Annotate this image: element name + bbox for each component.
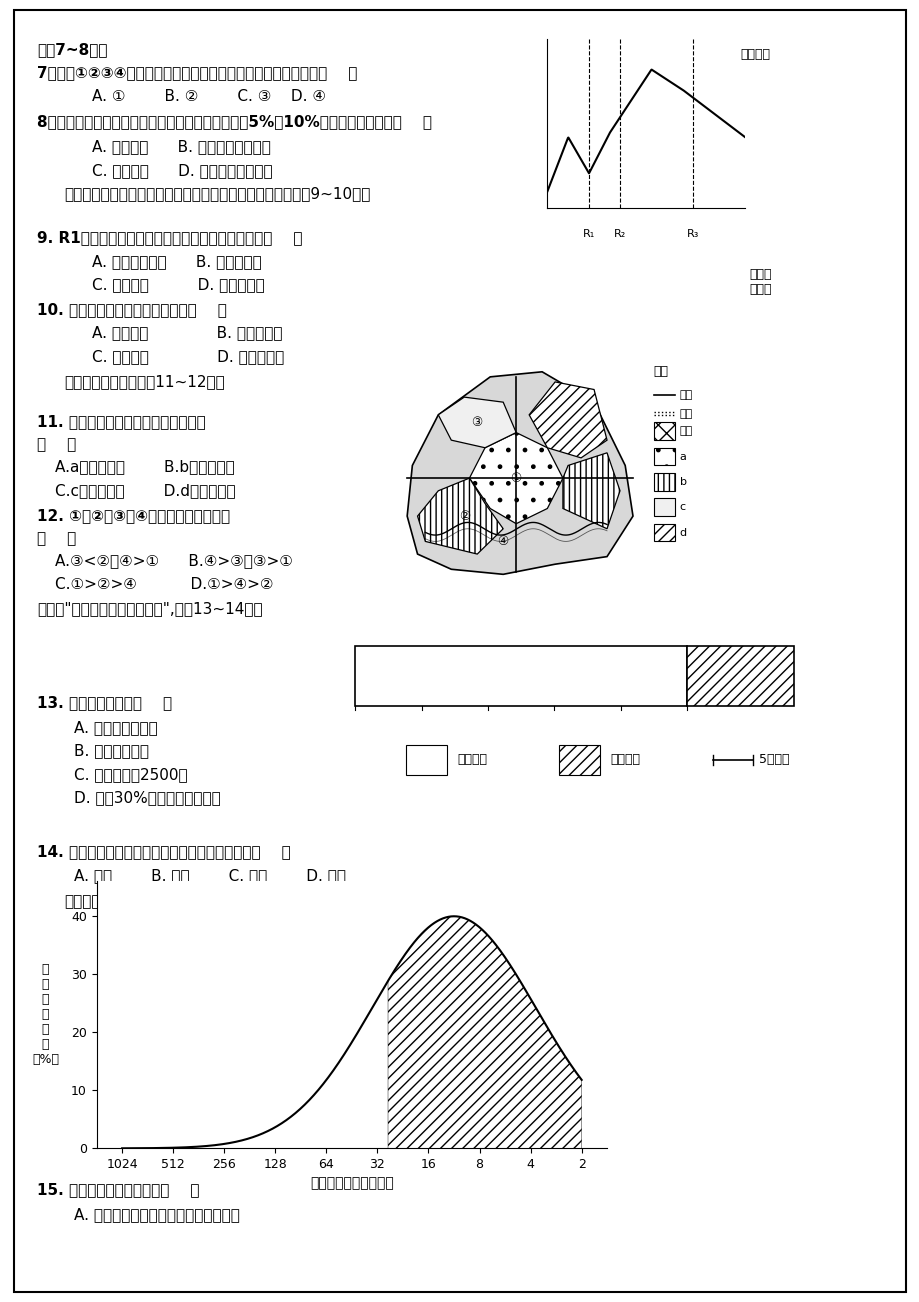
Text: C. 以税养老      D. 平衡人口性别差异: C. 以税养老 D. 平衡人口性别差异	[92, 163, 272, 178]
Polygon shape	[528, 381, 607, 458]
Text: C.①>②>④           D.①>④>②: C.①>②>④ D.①>④>②	[55, 577, 274, 592]
Text: c: c	[679, 503, 685, 512]
Text: 7、图中①②③④代表的国家人口增长符合欧洲发达国家现状的是（    ）: 7、图中①②③④代表的国家人口增长符合欧洲发达国家现状的是（ ）	[37, 65, 357, 81]
Text: d: d	[679, 527, 686, 538]
Text: R₂: R₂	[614, 229, 626, 238]
X-axis label: 城市规模等级（万人）: 城市规模等级（万人）	[310, 1177, 393, 1190]
Text: 读下图完成第15~16题。: 读下图完成第15~16题。	[64, 893, 188, 909]
Bar	[653, 422, 674, 440]
Text: ②: ②	[459, 509, 470, 522]
Text: 回答7~8题。: 回答7~8题。	[37, 42, 108, 57]
Text: C. 农村人口为2500万: C. 农村人口为2500万	[74, 767, 187, 783]
Text: 5百万人: 5百万人	[758, 754, 789, 767]
Text: C.c为绿化用地        D.d为农业用地: C.c为绿化用地 D.d为农业用地	[55, 483, 235, 499]
Text: 8、欧洲某国法律规定：对独身者收取高达自身收入5%至10%的税率。其初衷是（    ）: 8、欧洲某国法律规定：对独身者收取高达自身收入5%至10%的税率。其初衷是（ ）	[37, 115, 431, 130]
Text: ①: ①	[510, 471, 521, 484]
Text: 14. 此图的人口构成状况，比较符合下列哪个国家（    ）: 14. 此图的人口构成状况，比较符合下列哪个国家（ ）	[37, 844, 290, 859]
Text: 9. R1区域常住人口数量较少，其主要原因是该区域（    ）: 9. R1区域常住人口数量较少，其主要原因是该区域（ ）	[37, 230, 302, 246]
Bar	[653, 473, 674, 491]
Polygon shape	[562, 453, 619, 529]
Text: 13. 此图说明该地区（    ）: 13. 此图说明该地区（ ）	[37, 695, 172, 711]
Text: 城市人口: 城市人口	[610, 754, 640, 767]
Text: （    ）: （ ）	[37, 531, 76, 547]
Text: A.③<②，④>①      B.④>③，③>①: A.③<②，④>① B.④>③，③>①	[55, 553, 293, 569]
Text: A. 鼓励生育      B. 抑制人口快速增长: A. 鼓励生育 B. 抑制人口快速增长	[92, 139, 270, 155]
Text: 机场: 机场	[679, 426, 692, 436]
Text: R₃: R₃	[686, 229, 698, 238]
Polygon shape	[469, 432, 562, 523]
Text: R₁: R₁	[583, 229, 595, 238]
Text: 河流: 河流	[679, 409, 692, 418]
Text: ③: ③	[471, 415, 482, 428]
Text: 农村人口: 农村人口	[457, 754, 487, 767]
Bar	[686, 646, 793, 706]
Polygon shape	[437, 397, 516, 448]
Text: A. 交通通达度低      B. 环境质量差: A. 交通通达度低 B. 环境质量差	[92, 254, 262, 270]
Text: 城
市
个
数
比
重
（%）: 城 市 个 数 比 重 （%）	[32, 963, 59, 1066]
Text: C. 楔形模式              D. 多核心模式: C. 楔形模式 D. 多核心模式	[92, 349, 284, 365]
Text: 读某城市规划图，回答11~12题。: 读某城市规划图，回答11~12题。	[64, 374, 225, 389]
Bar	[653, 448, 674, 466]
Polygon shape	[417, 478, 503, 555]
Text: A.a为商业用地        B.b为居住用地: A.a为商业用地 B.b为居住用地	[55, 460, 234, 475]
Text: 下图为"某地区人口构成示意图",完成13~14题。: 下图为"某地区人口构成示意图",完成13~14题。	[37, 602, 262, 617]
Text: b: b	[679, 477, 686, 487]
Text: 图例: 图例	[653, 366, 668, 379]
Text: 公路: 公路	[679, 389, 692, 400]
Text: ④: ④	[497, 535, 508, 548]
Text: （    ）: （ ）	[37, 437, 76, 453]
Text: A. 印度        B. 美国        C. 中国        D. 韩国: A. 印度 B. 美国 C. 中国 D. 韩国	[74, 868, 346, 884]
Text: A. 城市化水平很高: A. 城市化水平很高	[74, 720, 157, 736]
Text: A. ①        B. ②        C. ③    D. ④: A. ① B. ② C. ③ D. ④	[92, 89, 325, 104]
Polygon shape	[407, 372, 632, 574]
Text: B. 人口密度很小: B. 人口密度很小	[74, 743, 149, 759]
Bar	[653, 499, 674, 516]
Text: 10. 该城市的空间结构最有可能是（    ）: 10. 该城市的空间结构最有可能是（ ）	[37, 302, 226, 318]
Bar	[355, 646, 686, 706]
Bar	[559, 745, 600, 775]
Text: 11. 关于该城市功能用地正确的叙述是: 11. 关于该城市功能用地正确的叙述是	[37, 414, 205, 430]
Text: a: a	[679, 452, 686, 462]
Text: 12. ①、②、③、④点地租高低的排序是: 12. ①、②、③、④点地租高低的排序是	[37, 508, 230, 523]
Text: A. 聚落人口规模越大，其数量就会越多: A. 聚落人口规模越大，其数量就会越多	[74, 1207, 239, 1223]
Text: 距市中
心距离: 距市中 心距离	[749, 267, 771, 296]
Text: D. 大约30%的人口在城市居住: D. 大约30%的人口在城市居住	[74, 790, 221, 806]
Bar	[406, 745, 447, 775]
Text: C. 地租较低          D. 服务设施差: C. 地租较低 D. 服务设施差	[92, 277, 265, 293]
Text: 右图是某中等城市常住人口数量与距市中心距离关系图，回答9~10题。: 右图是某中等城市常住人口数量与距市中心距离关系图，回答9~10题。	[64, 186, 370, 202]
Text: A. 扇形模式              B. 同心圆模式: A. 扇形模式 B. 同心圆模式	[92, 326, 282, 341]
Text: 人口数量: 人口数量	[739, 47, 769, 60]
Text: 15. 图中显示的地理含义是（    ）: 15. 图中显示的地理含义是（ ）	[37, 1182, 199, 1198]
Bar	[653, 523, 674, 542]
